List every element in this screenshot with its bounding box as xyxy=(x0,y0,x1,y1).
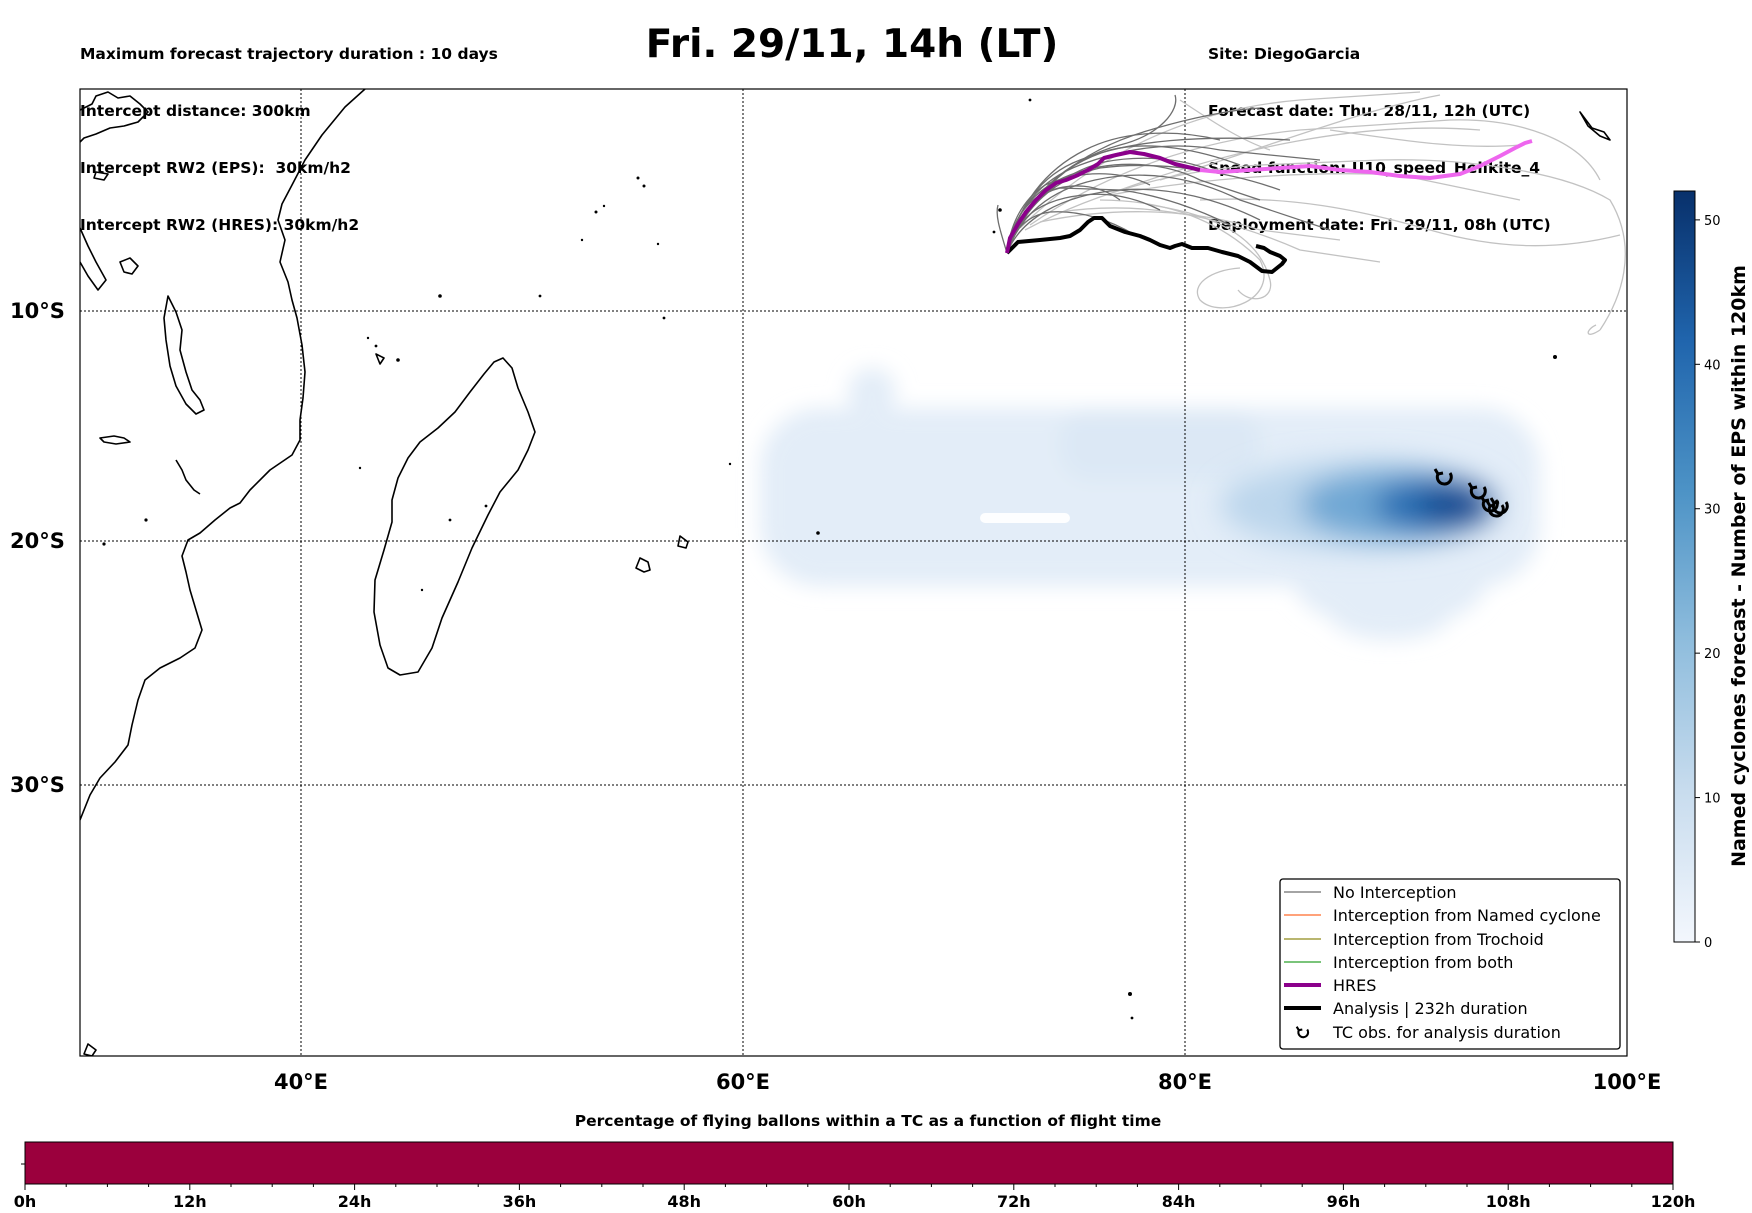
percentage-tick-label: 84h xyxy=(1162,1192,1196,1211)
forecast-parameters: Maximum forecast trajectory duration : 1… xyxy=(80,7,498,254)
legend-label: TC obs. for analysis duration xyxy=(1332,1023,1561,1042)
analysis-trajectory xyxy=(1005,216,1287,274)
lon-label: 40°E xyxy=(274,1070,328,1094)
tc-symbol-icon xyxy=(1489,497,1509,515)
legend-label: Interception from Named cyclone xyxy=(1333,906,1601,925)
tc-symbol-icon xyxy=(1467,482,1487,500)
island-coast xyxy=(1579,111,1611,141)
colorbar-label: Named cyclones forecast - Number of EPS … xyxy=(1728,265,1750,867)
param-line: Maximum forecast trajectory duration : 1… xyxy=(80,45,498,63)
legend-label: Interception from both xyxy=(1333,953,1513,972)
legend-label: No Interception xyxy=(1333,883,1457,902)
lon-labels: 40°E 60°E 80°E 100°E xyxy=(274,1070,1661,1094)
percentage-tick-label: 96h xyxy=(1327,1192,1361,1211)
legend-label: Analysis | 232h duration xyxy=(1333,999,1528,1018)
madagascar-coastline xyxy=(373,357,536,676)
percentage-tick-label: 36h xyxy=(503,1192,537,1211)
small-islands xyxy=(102,98,1557,1020)
island-coast xyxy=(99,435,131,445)
island-coast xyxy=(119,257,139,275)
tc-observations xyxy=(1433,468,1509,518)
island-coast xyxy=(163,295,205,415)
legend-item-hres: HRES xyxy=(1284,976,1376,995)
legend-item-both: Interception from both xyxy=(1284,953,1513,972)
percentage-tick-label: 72h xyxy=(997,1192,1031,1211)
africa-coastline xyxy=(80,89,366,821)
island-coast xyxy=(677,535,689,549)
percentage-bar-title: Percentage of flying ballons within a TC… xyxy=(575,1112,1162,1130)
lat-label: 20°S xyxy=(10,529,65,553)
lat-label: 30°S xyxy=(10,773,65,797)
percentage-tick-label: 60h xyxy=(832,1192,866,1211)
colorbar-ticks: 0 10 20 30 40 50 xyxy=(1695,214,1721,951)
ensemble-trajectories-faint xyxy=(1019,91,1626,335)
island-coast xyxy=(375,353,385,365)
colorbar-tick-label: 30 xyxy=(1704,503,1721,518)
colorbar: 0 10 20 30 40 50 Named cyclones forecast - Nu… xyxy=(1673,190,1750,951)
percentage-tick-label: 12h xyxy=(173,1192,207,1211)
tc-symbol-icon xyxy=(1433,468,1453,486)
percentage-tick-label: 24h xyxy=(338,1192,372,1211)
percentage-tick-label: 0h xyxy=(14,1192,37,1211)
legend-label: HRES xyxy=(1333,976,1376,995)
lat-labels: 10°S 20°S 30°S xyxy=(10,299,65,797)
island-coast xyxy=(635,557,651,573)
legend-item-named-cyclone: Interception from Named cyclone xyxy=(1284,906,1601,925)
colorbar-tick-label: 20 xyxy=(1704,647,1721,662)
island-coast xyxy=(93,171,109,181)
percentage-bar-ticks: 0h 12h 24h 36h 48h 60h 72h 84h 96h 108h 120h xyxy=(14,1184,1696,1211)
ensemble-trajectories-no-interception xyxy=(996,94,1331,254)
page-title: Fri. 29/11, 14h (LT) xyxy=(645,22,1059,67)
legend-label: Interception from Trochoid xyxy=(1333,930,1544,949)
socotra-coast xyxy=(80,227,107,291)
legend-item-no-interception: No Interception xyxy=(1284,883,1457,902)
lat-label: 10°S xyxy=(10,299,65,323)
site-line: Site: DiegoGarcia xyxy=(1208,45,1361,63)
percentage-bar-fill xyxy=(24,1141,1674,1185)
lake-coast xyxy=(175,459,201,495)
coastlines xyxy=(80,89,1611,1056)
legend-item-trochoid: Interception from Trochoid xyxy=(1284,930,1544,949)
cyclone-density-field xyxy=(760,368,1540,640)
site-line: Deployment date: Fri. 29/11, 08h (UTC) xyxy=(1208,216,1551,234)
graticule xyxy=(80,89,1627,1056)
hres-trajectory-first xyxy=(1005,150,1201,254)
lon-label: 80°E xyxy=(1158,1070,1212,1094)
colorbar-tick-label: 40 xyxy=(1704,358,1721,373)
colorbar-tick-label: 0 xyxy=(1704,936,1712,951)
lon-label: 100°E xyxy=(1593,1070,1662,1094)
colorbar-gradient xyxy=(1673,190,1696,943)
arabia-coast xyxy=(80,91,149,143)
percentage-bar: Percentage of flying ballons within a TC… xyxy=(14,1112,1696,1211)
percentage-tick-label: 120h xyxy=(1651,1192,1696,1211)
hres-trajectory-second xyxy=(1199,139,1533,180)
colorbar-tick-label: 10 xyxy=(1704,792,1721,807)
param-line: Intercept distance: 300km xyxy=(80,102,311,120)
percentage-tick-label: 108h xyxy=(1486,1192,1531,1211)
lon-label: 60°E xyxy=(716,1070,770,1094)
island-coast xyxy=(83,1043,97,1056)
legend: No Interception Interception from Named … xyxy=(1279,878,1621,1050)
legend-item-tc-obs: TC obs. for analysis duration xyxy=(1295,1023,1561,1042)
density-gap xyxy=(980,513,1070,523)
map-frame xyxy=(79,88,1628,1057)
colorbar-tick-label: 50 xyxy=(1704,214,1721,229)
legend-item-analysis: Analysis | 232h duration xyxy=(1284,999,1528,1018)
legend-box xyxy=(1279,878,1621,1050)
param-line: Intercept RW2 (HRES): 30km/h2 xyxy=(80,216,360,234)
site-line: Forecast date: Thu. 28/11, 12h (UTC) xyxy=(1208,102,1531,120)
tc-symbol-icon xyxy=(1295,1026,1310,1039)
percentage-tick-label: 48h xyxy=(667,1192,701,1211)
map-area xyxy=(80,89,1627,1056)
